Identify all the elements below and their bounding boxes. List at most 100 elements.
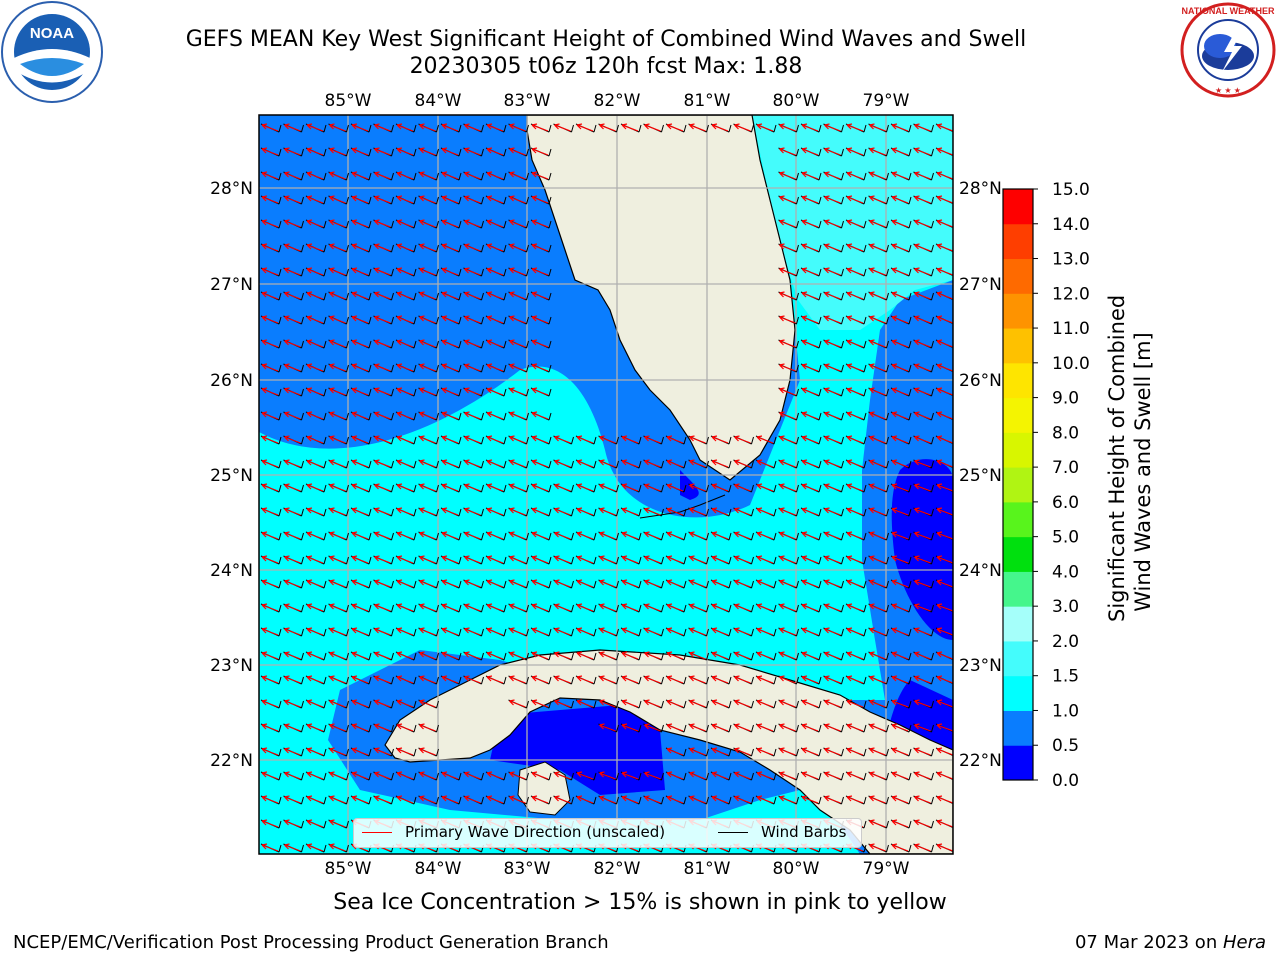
wave-direction-arrow	[306, 651, 324, 660]
colorbar-tick-label: 3.0	[1052, 597, 1079, 617]
map-frame	[258, 114, 954, 855]
lat-tick-label: 26°N	[959, 371, 1002, 391]
wave-direction-arrow	[914, 315, 931, 324]
wave-direction-arrow	[711, 771, 729, 780]
wave-direction-arrow	[509, 459, 526, 468]
wave-direction-arrow	[306, 699, 324, 708]
wave-direction-arrow	[711, 651, 729, 660]
wave-direction-arrow	[306, 603, 324, 612]
wave-direction-arrow	[396, 723, 414, 732]
wave-direction-arrow	[419, 387, 436, 396]
wave-direction-arrow	[891, 795, 909, 804]
wave-direction-arrow	[914, 819, 931, 828]
wave-direction-arrow	[329, 363, 346, 372]
wave-direction-arrow	[824, 603, 841, 612]
wave-direction-arrow	[666, 123, 684, 132]
wave-direction-arrow	[284, 387, 301, 396]
wave-direction-arrow	[599, 435, 616, 444]
wave-direction-arrow	[666, 627, 684, 636]
colorbar-segment	[1003, 293, 1033, 329]
lon-tick-label: 79°W	[863, 91, 910, 111]
lat-tick-label: 24°N	[959, 561, 1002, 581]
wave-direction-arrow	[284, 243, 301, 252]
wave-direction-arrow	[486, 195, 504, 204]
wave-direction-arrow	[509, 531, 526, 540]
wave-direction-arrow	[936, 579, 953, 588]
wave-direction-arrow	[846, 603, 864, 612]
wave-direction-arrow	[351, 627, 369, 636]
wave-direction-arrow	[261, 219, 279, 228]
wave-direction-arrow	[486, 339, 504, 348]
wave-direction-arrow	[891, 459, 909, 468]
wave-direction-arrow	[284, 819, 301, 828]
wave-direction-arrow	[891, 243, 909, 252]
wave-direction-arrow	[711, 699, 729, 708]
wave-direction-arrow	[846, 651, 864, 660]
wind-barb-legend-swatch	[718, 832, 748, 833]
wave-direction-arrow	[464, 267, 481, 276]
wave-direction-arrow	[531, 147, 549, 156]
wave-direction-arrow	[644, 627, 661, 636]
wave-direction-arrow	[531, 123, 549, 132]
colorbar-tick-label: 0.5	[1052, 736, 1079, 756]
wave-direction-arrow	[306, 771, 324, 780]
wave-direction-arrow	[891, 363, 909, 372]
wave-direction-arrow	[329, 339, 346, 348]
wave-direction-arrow	[441, 435, 459, 444]
wave-direction-arrow	[621, 123, 639, 132]
wave-direction-arrow	[284, 123, 301, 132]
wave-direction-arrow	[284, 435, 301, 444]
wave-direction-arrow	[891, 507, 909, 516]
wave-direction-arrow	[419, 411, 436, 420]
wave-direction-arrow	[374, 243, 391, 252]
wave-direction-arrow	[891, 675, 909, 684]
wave-direction-arrow	[441, 315, 459, 324]
wave-direction-arrow	[261, 339, 279, 348]
wave-direction-arrow	[509, 147, 526, 156]
wave-direction-arrow	[396, 243, 414, 252]
wave-direction-arrow	[509, 315, 526, 324]
wave-direction-arrow	[396, 699, 414, 708]
lon-ticks-bottom: 85°W 84°W 83°W 82°W 81°W 80°W 79°W	[325, 859, 910, 879]
wave-direction-arrow	[891, 651, 909, 660]
svg-text:NATIONAL WEATHER: NATIONAL WEATHER	[1182, 6, 1275, 16]
wave-direction-arrow	[734, 771, 751, 780]
wave-direction-arrow	[936, 675, 953, 684]
wave-direction-arrow	[464, 555, 481, 564]
wave-direction-arrow	[284, 507, 301, 516]
colorbar-segment	[1003, 467, 1033, 503]
wave-direction-arrow	[306, 795, 324, 804]
wave-direction-arrow	[644, 579, 661, 588]
wave-direction-arrow	[441, 771, 459, 780]
wave-direction-arrow	[711, 723, 729, 732]
wave-direction-arrow	[689, 723, 706, 732]
wave-direction-arrow	[419, 243, 436, 252]
wave-direction-arrow	[464, 147, 481, 156]
wave-direction-arrow	[351, 171, 369, 180]
wave-direction-arrow	[644, 459, 661, 468]
wave-band-0.0-0.5	[891, 459, 953, 640]
lat-tick-label: 28°N	[959, 179, 1002, 199]
wave-direction-arrow	[261, 579, 279, 588]
wave-direction-arrow	[869, 195, 886, 204]
colorbar-label-line2: Wind Waves and Swell [m]	[1131, 332, 1155, 612]
wave-direction-arrow	[689, 651, 706, 660]
wave-direction-arrow	[846, 123, 864, 132]
wave-direction-arrow	[914, 243, 931, 252]
wave-direction-arrow	[306, 267, 324, 276]
wave-direction-arrow	[351, 771, 369, 780]
wave-direction-arrow	[666, 723, 684, 732]
wave-direction-arrow	[284, 603, 301, 612]
wave-direction-arrow	[846, 171, 864, 180]
wave-direction-arrow	[464, 579, 481, 588]
wave-direction-arrow	[509, 435, 526, 444]
wave-direction-arrow	[261, 123, 279, 132]
wave-direction-arrow	[846, 339, 864, 348]
wave-direction-arrow	[936, 219, 953, 228]
wave-direction-arrow	[869, 843, 886, 852]
vector-field	[260, 123, 953, 853]
wave-direction-arrow	[846, 507, 864, 516]
lon-tick-label: 85°W	[325, 91, 372, 111]
wave-direction-arrow	[711, 747, 729, 756]
